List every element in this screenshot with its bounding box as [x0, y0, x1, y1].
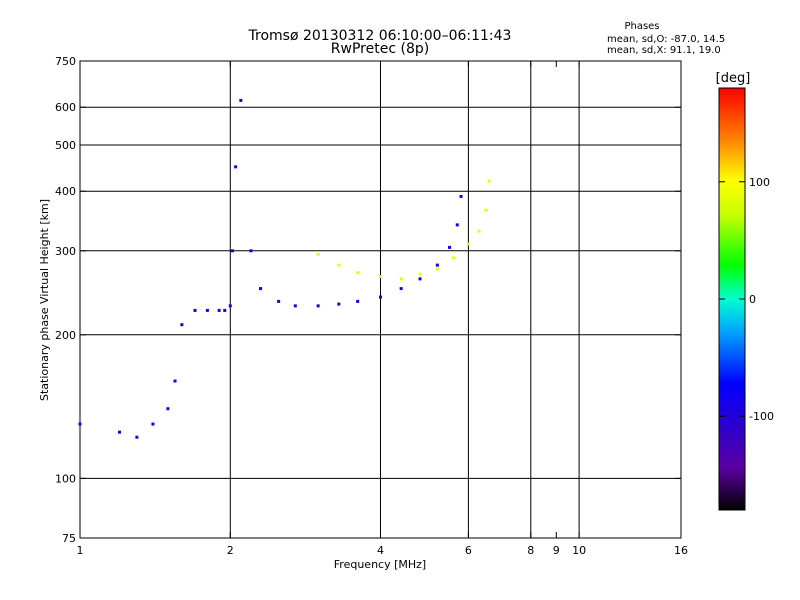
y-tick-label: 750 — [55, 55, 76, 68]
y-axis-label: Stationary phase Virtual Height [km] — [38, 199, 51, 401]
data-point-series-0 — [399, 287, 403, 291]
data-point-series-0 — [455, 223, 459, 227]
axis-ticks: 1 2 4 6 8 9 10 16 75 100 200 300 400 500 600 750 — [55, 55, 688, 557]
data-point-series-0 — [166, 407, 170, 411]
x-tick-label: 10 — [572, 544, 586, 557]
data-point-series-0 — [234, 165, 238, 169]
colorbar-label: [deg] — [716, 71, 751, 86]
data-point-series-1 — [451, 256, 455, 260]
data-point-series-0 — [230, 249, 234, 253]
chart-subtitle: RwPretec (8p) — [331, 41, 429, 57]
colorbar-tick-label: 100 — [749, 176, 770, 189]
data-point-series-1 — [484, 208, 488, 212]
y-tick-label: 200 — [55, 329, 76, 342]
x-tick-label: 8 — [527, 544, 534, 557]
data-point-series-0 — [337, 302, 341, 306]
x-tick-label: 16 — [674, 544, 688, 557]
data-point-series-0 — [151, 422, 155, 426]
data-point-series-0 — [448, 245, 452, 249]
data-point-series-1 — [316, 252, 320, 256]
data-point-series-0 — [259, 287, 263, 291]
y-tick-label: 300 — [55, 245, 76, 258]
grid-lines — [80, 61, 681, 538]
data-point-series-0 — [418, 277, 422, 281]
data-point-series-0 — [249, 249, 253, 253]
data-point-series-0 — [118, 430, 122, 434]
data-point-series-0 — [173, 379, 177, 383]
x-tick-label: 2 — [227, 544, 234, 557]
y-tick-label: 500 — [55, 139, 76, 152]
colorbar-tick-label: 0 — [749, 293, 756, 306]
chart-title: Tromsø 20130312 06:10:00–06:11:43 — [248, 28, 512, 44]
data-point-series-1 — [435, 267, 439, 271]
data-point-series-0 — [193, 308, 197, 312]
x-tick-label: 6 — [465, 544, 472, 557]
x-tick-label: 4 — [377, 544, 384, 557]
data-point-series-0 — [459, 194, 463, 198]
colorbar-ticks: 100 0 -100 — [719, 176, 774, 423]
data-point-series-1 — [356, 271, 360, 275]
y-tick-label: 100 — [55, 472, 76, 485]
data-point-series-1 — [487, 179, 491, 183]
phase-stats-heading: Phases — [624, 21, 659, 32]
data-point-series-0 — [379, 295, 382, 299]
data-point-series-0 — [135, 435, 139, 439]
y-tick-label: 600 — [55, 101, 76, 114]
phase-stats-x: mean, sd,X: 91.1, 19.0 — [607, 45, 721, 56]
data-point-series-1 — [399, 277, 403, 281]
colorbar-tick-label: -100 — [749, 410, 774, 423]
data-point-series-0 — [180, 323, 184, 327]
data-point-series-0 — [316, 304, 320, 308]
x-tick-label: 1 — [77, 544, 84, 557]
x-axis-label: Frequency [MHz] — [334, 558, 426, 571]
data-point-series-0 — [78, 422, 82, 426]
data-point-series-0 — [205, 308, 209, 312]
data-point-series-1 — [379, 275, 382, 279]
y-tick-label: 400 — [55, 185, 76, 198]
data-point-series-0 — [228, 304, 232, 308]
data-point-series-0 — [435, 263, 439, 267]
data-point-series-0 — [293, 304, 297, 308]
data-point-series-0 — [239, 98, 243, 102]
data-point-series-0 — [223, 308, 227, 312]
data-point-series-1 — [418, 272, 422, 276]
y-tick-label: 75 — [62, 532, 76, 545]
x-tick-label: 9 — [553, 544, 560, 557]
data-point-series-0 — [217, 308, 221, 312]
data-point-series-1 — [477, 229, 481, 233]
data-point-series-1 — [466, 242, 470, 246]
data-points — [78, 98, 491, 439]
phase-stats-o: mean, sd,O: -87.0, 14.5 — [607, 34, 725, 45]
data-point-series-0 — [356, 299, 360, 303]
data-point-series-1 — [337, 263, 341, 267]
data-point-series-0 — [277, 299, 281, 303]
